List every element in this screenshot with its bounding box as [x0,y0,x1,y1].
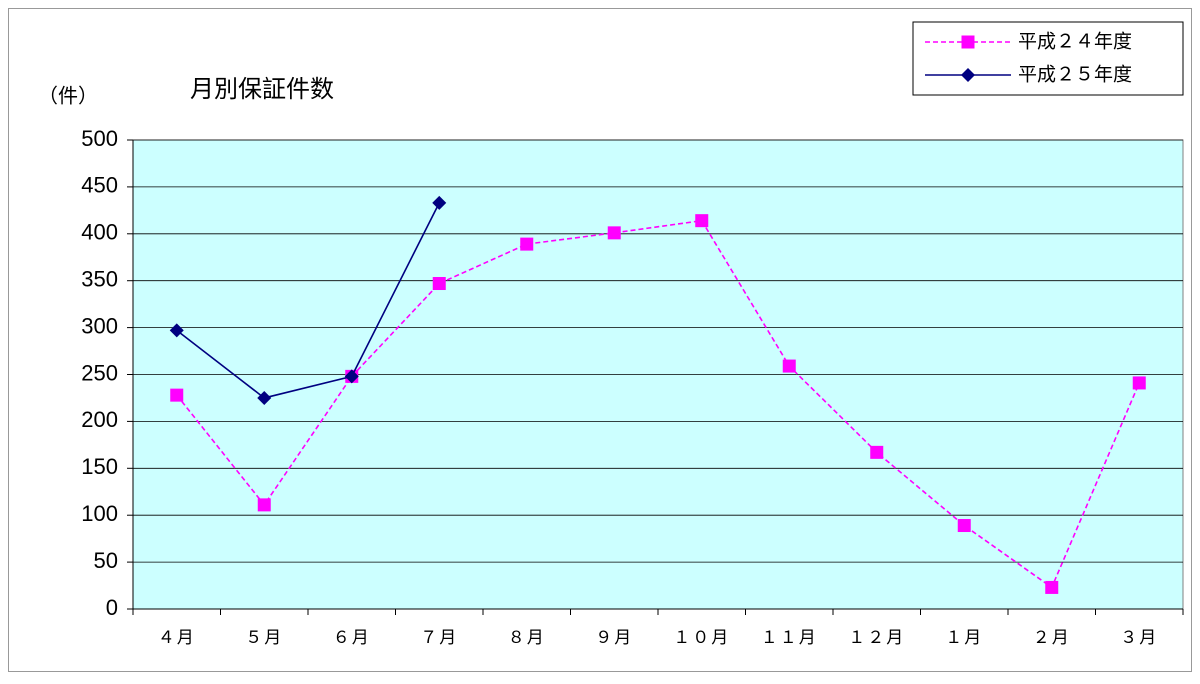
x-tick-label: ８月 [508,628,546,648]
marker [344,369,359,384]
marker [870,445,884,459]
legend-label: 平成２４年度 [1018,31,1132,53]
legend-label: 平成２５年度 [1018,64,1132,86]
x-tick-label: ２月 [1033,628,1071,648]
y-axis-label: （件） [38,84,98,108]
chart-title: 月別保証件数 [190,75,334,103]
series-line [176,202,440,399]
x-tick-label: ５月 [245,628,283,648]
x-tick-label: ６月 [333,628,371,648]
marker [782,359,796,373]
x-tick-label: ９月 [595,628,633,648]
y-tick-label: 250 [81,360,118,385]
y-tick-label: 0 [106,595,118,620]
y-tick-label: 50 [94,548,118,573]
marker [257,390,272,405]
x-tick-label: １０月 [673,628,730,648]
marker [1045,580,1059,594]
marker [257,498,271,512]
y-tick-label: 150 [81,454,118,479]
y-tick-label: 450 [81,173,118,198]
x-tick-label: １２月 [848,628,905,648]
marker [1132,376,1146,390]
marker [957,519,971,533]
y-tick-label: 300 [81,313,118,338]
marker [169,323,184,338]
marker [695,214,709,228]
marker [432,277,446,291]
marker [607,226,621,240]
y-tick-label: 400 [81,220,118,245]
legend-marker [961,68,975,82]
x-tick-label: ４月 [158,628,196,648]
x-tick-label: ３月 [1120,628,1158,648]
legend-box [912,21,1184,96]
series-line [176,219,1140,589]
y-tick-label: 100 [81,501,118,526]
x-tick-label: １１月 [761,628,818,648]
x-tick-label: １月 [945,628,983,648]
marker [170,388,184,402]
y-tick-label: 500 [81,126,118,151]
marker [520,237,534,251]
marker [432,195,447,210]
x-tick-label: ７月 [420,628,458,648]
legend-marker [961,35,975,49]
y-tick-label: 350 [81,267,118,292]
y-tick-label: 200 [81,407,118,432]
